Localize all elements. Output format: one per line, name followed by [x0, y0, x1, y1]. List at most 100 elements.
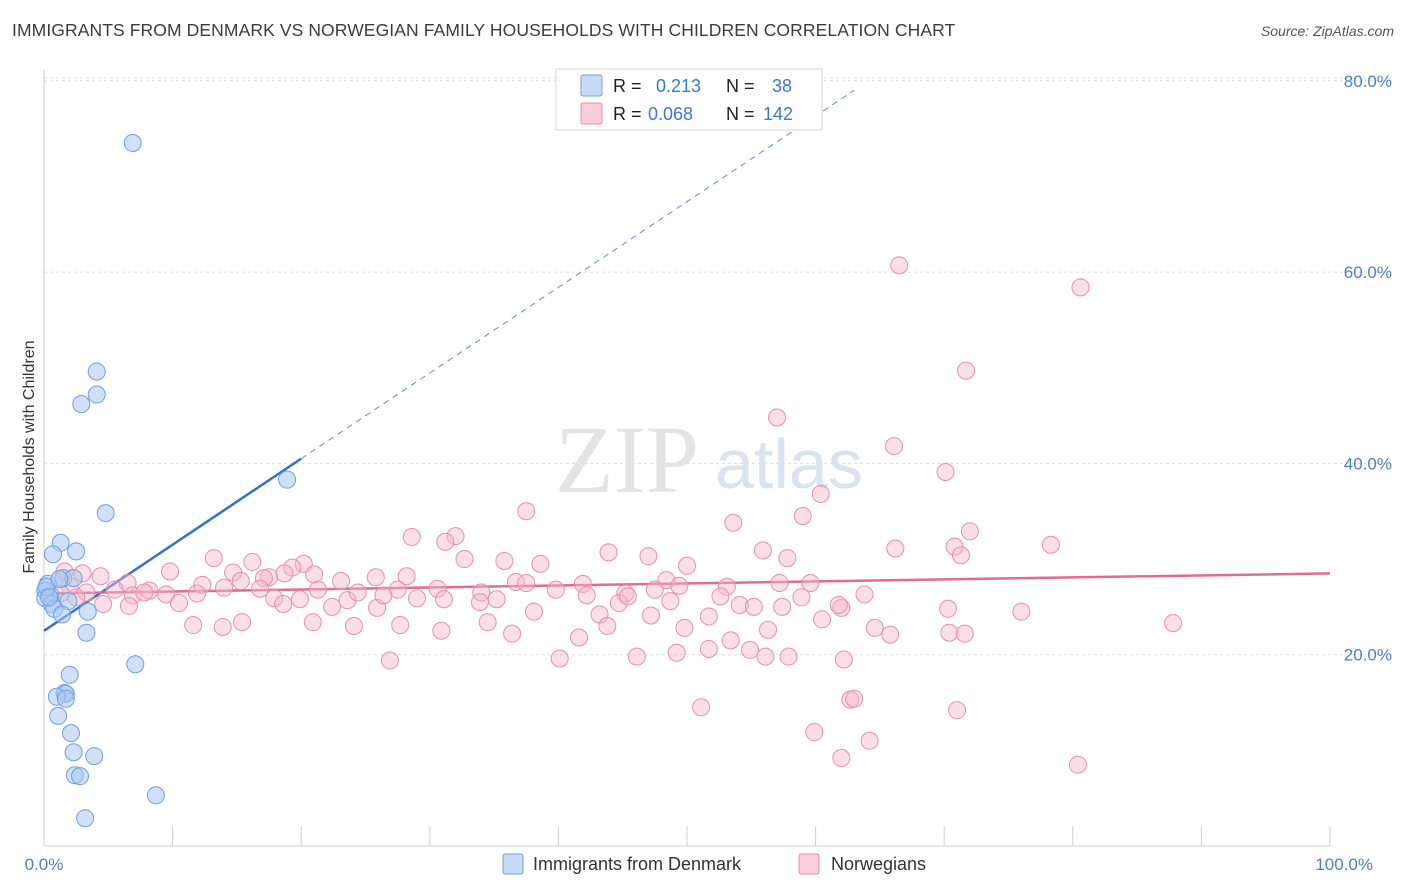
point-norwegians [517, 502, 536, 521]
bottom-legend: Immigrants from Denmark Norwegians [502, 853, 926, 875]
series-immigrants-from-denmark [36, 133, 297, 828]
point-norwegians [402, 528, 421, 547]
point-norwegians [955, 624, 974, 643]
point-norwegians [618, 587, 637, 606]
point-norwegians [645, 580, 664, 599]
point-norwegians [948, 701, 967, 720]
point-norwegians [119, 596, 138, 615]
trend-line-extension-immigrants-from-denmark [300, 89, 855, 460]
point-immigrants-from-denmark [62, 724, 81, 743]
point-norwegians [1012, 602, 1031, 621]
point-immigrants-from-denmark [64, 743, 83, 762]
point-norwegians [251, 579, 270, 598]
point-norwegians [792, 588, 811, 607]
point-norwegians [886, 539, 905, 558]
point-norwegians [834, 650, 853, 669]
point-norwegians [768, 408, 787, 427]
point-immigrants-from-denmark [50, 570, 69, 589]
point-norwegians [711, 587, 730, 606]
point-immigrants-from-denmark [40, 588, 59, 607]
point-norwegians [374, 586, 393, 605]
legend-r-label-pink: R = [613, 104, 642, 124]
point-norwegians [517, 573, 536, 592]
point-norwegians [332, 572, 351, 591]
point-norwegians [832, 598, 851, 617]
point-norwegians [94, 595, 113, 614]
point-norwegians [773, 597, 792, 616]
x-tick-label-min: 0.0% [25, 855, 64, 874]
point-immigrants-from-denmark [77, 623, 96, 642]
point-norwegians [204, 549, 223, 568]
point-norwegians [434, 590, 453, 609]
point-norwegians [957, 361, 976, 380]
point-norwegians [832, 749, 851, 768]
point-norwegians [455, 550, 474, 569]
point-norwegians [531, 554, 550, 573]
point-norwegians [472, 583, 491, 602]
point-norwegians [801, 573, 820, 592]
point-norwegians [829, 595, 848, 614]
point-immigrants-from-denmark [85, 747, 104, 766]
y-tick-label: 40.0% [1344, 454, 1392, 473]
point-norwegians [161, 562, 180, 581]
y-tick-label: 20.0% [1344, 646, 1392, 665]
y-tick-labels: 20.0% 40.0% 60.0% 80.0% [1344, 72, 1392, 665]
point-norwegians [213, 617, 232, 636]
point-norwegians [759, 620, 778, 639]
point-norwegians [598, 617, 617, 636]
legend-n-value-blue: 38 [772, 76, 792, 96]
point-norwegians [667, 643, 686, 662]
point-norwegians [123, 586, 142, 605]
trend-lines [43, 89, 1331, 632]
point-norwegians [275, 564, 294, 583]
point-norwegians [811, 485, 830, 504]
point-norwegians [577, 586, 596, 605]
point-norwegians [569, 628, 588, 647]
point-norwegians [193, 575, 212, 594]
point-immigrants-from-denmark [87, 385, 106, 404]
point-norwegians [741, 640, 760, 659]
point-immigrants-from-denmark [60, 665, 79, 684]
x-axis-ticks [43, 826, 1331, 846]
point-immigrants-from-denmark [72, 395, 91, 414]
legend-n-label-blue: N = [726, 76, 755, 96]
point-norwegians [506, 573, 525, 592]
point-norwegians [692, 698, 711, 717]
point-norwegians [721, 631, 740, 650]
point-norwegians [865, 618, 884, 637]
point-immigrants-from-denmark [56, 689, 75, 708]
point-norwegians [860, 731, 879, 750]
point-norwegians [753, 541, 772, 560]
point-norwegians [77, 583, 96, 602]
point-norwegians [881, 625, 900, 644]
point-norwegians [778, 549, 797, 568]
point-norwegians [524, 602, 543, 621]
y-axis-title: Family Households with Children [21, 341, 38, 574]
point-immigrants-from-denmark [76, 809, 95, 828]
point-norwegians [188, 584, 207, 603]
bottom-legend-label-pink: Norwegians [831, 854, 926, 874]
point-norwegians [724, 513, 743, 532]
point-norwegians [960, 522, 979, 541]
point-norwegians [432, 621, 451, 640]
point-norwegians [940, 623, 959, 642]
bottom-legend-label-blue: Immigrants from Denmark [533, 854, 742, 874]
point-immigrants-from-denmark [123, 133, 142, 152]
point-norwegians [793, 507, 812, 526]
point-norwegians [290, 590, 309, 609]
legend-swatch-blue [580, 74, 603, 97]
point-norwegians [779, 647, 798, 666]
point-norwegians [845, 689, 864, 708]
point-norwegians [550, 649, 569, 668]
legend-swatch-pink [580, 102, 603, 125]
point-norwegians [770, 573, 789, 592]
legend-box: R = 0.213 N = 38 R = 0.068 N = 142 [555, 68, 823, 131]
point-norwegians [478, 613, 497, 632]
point-immigrants-from-denmark [49, 706, 68, 725]
watermark-atlas: atlas [715, 425, 863, 503]
point-immigrants-from-denmark [44, 545, 63, 564]
x-tick-label-max: 100.0% [1315, 855, 1373, 874]
bottom-legend-swatch-blue [502, 853, 524, 875]
point-norwegians [407, 589, 426, 608]
